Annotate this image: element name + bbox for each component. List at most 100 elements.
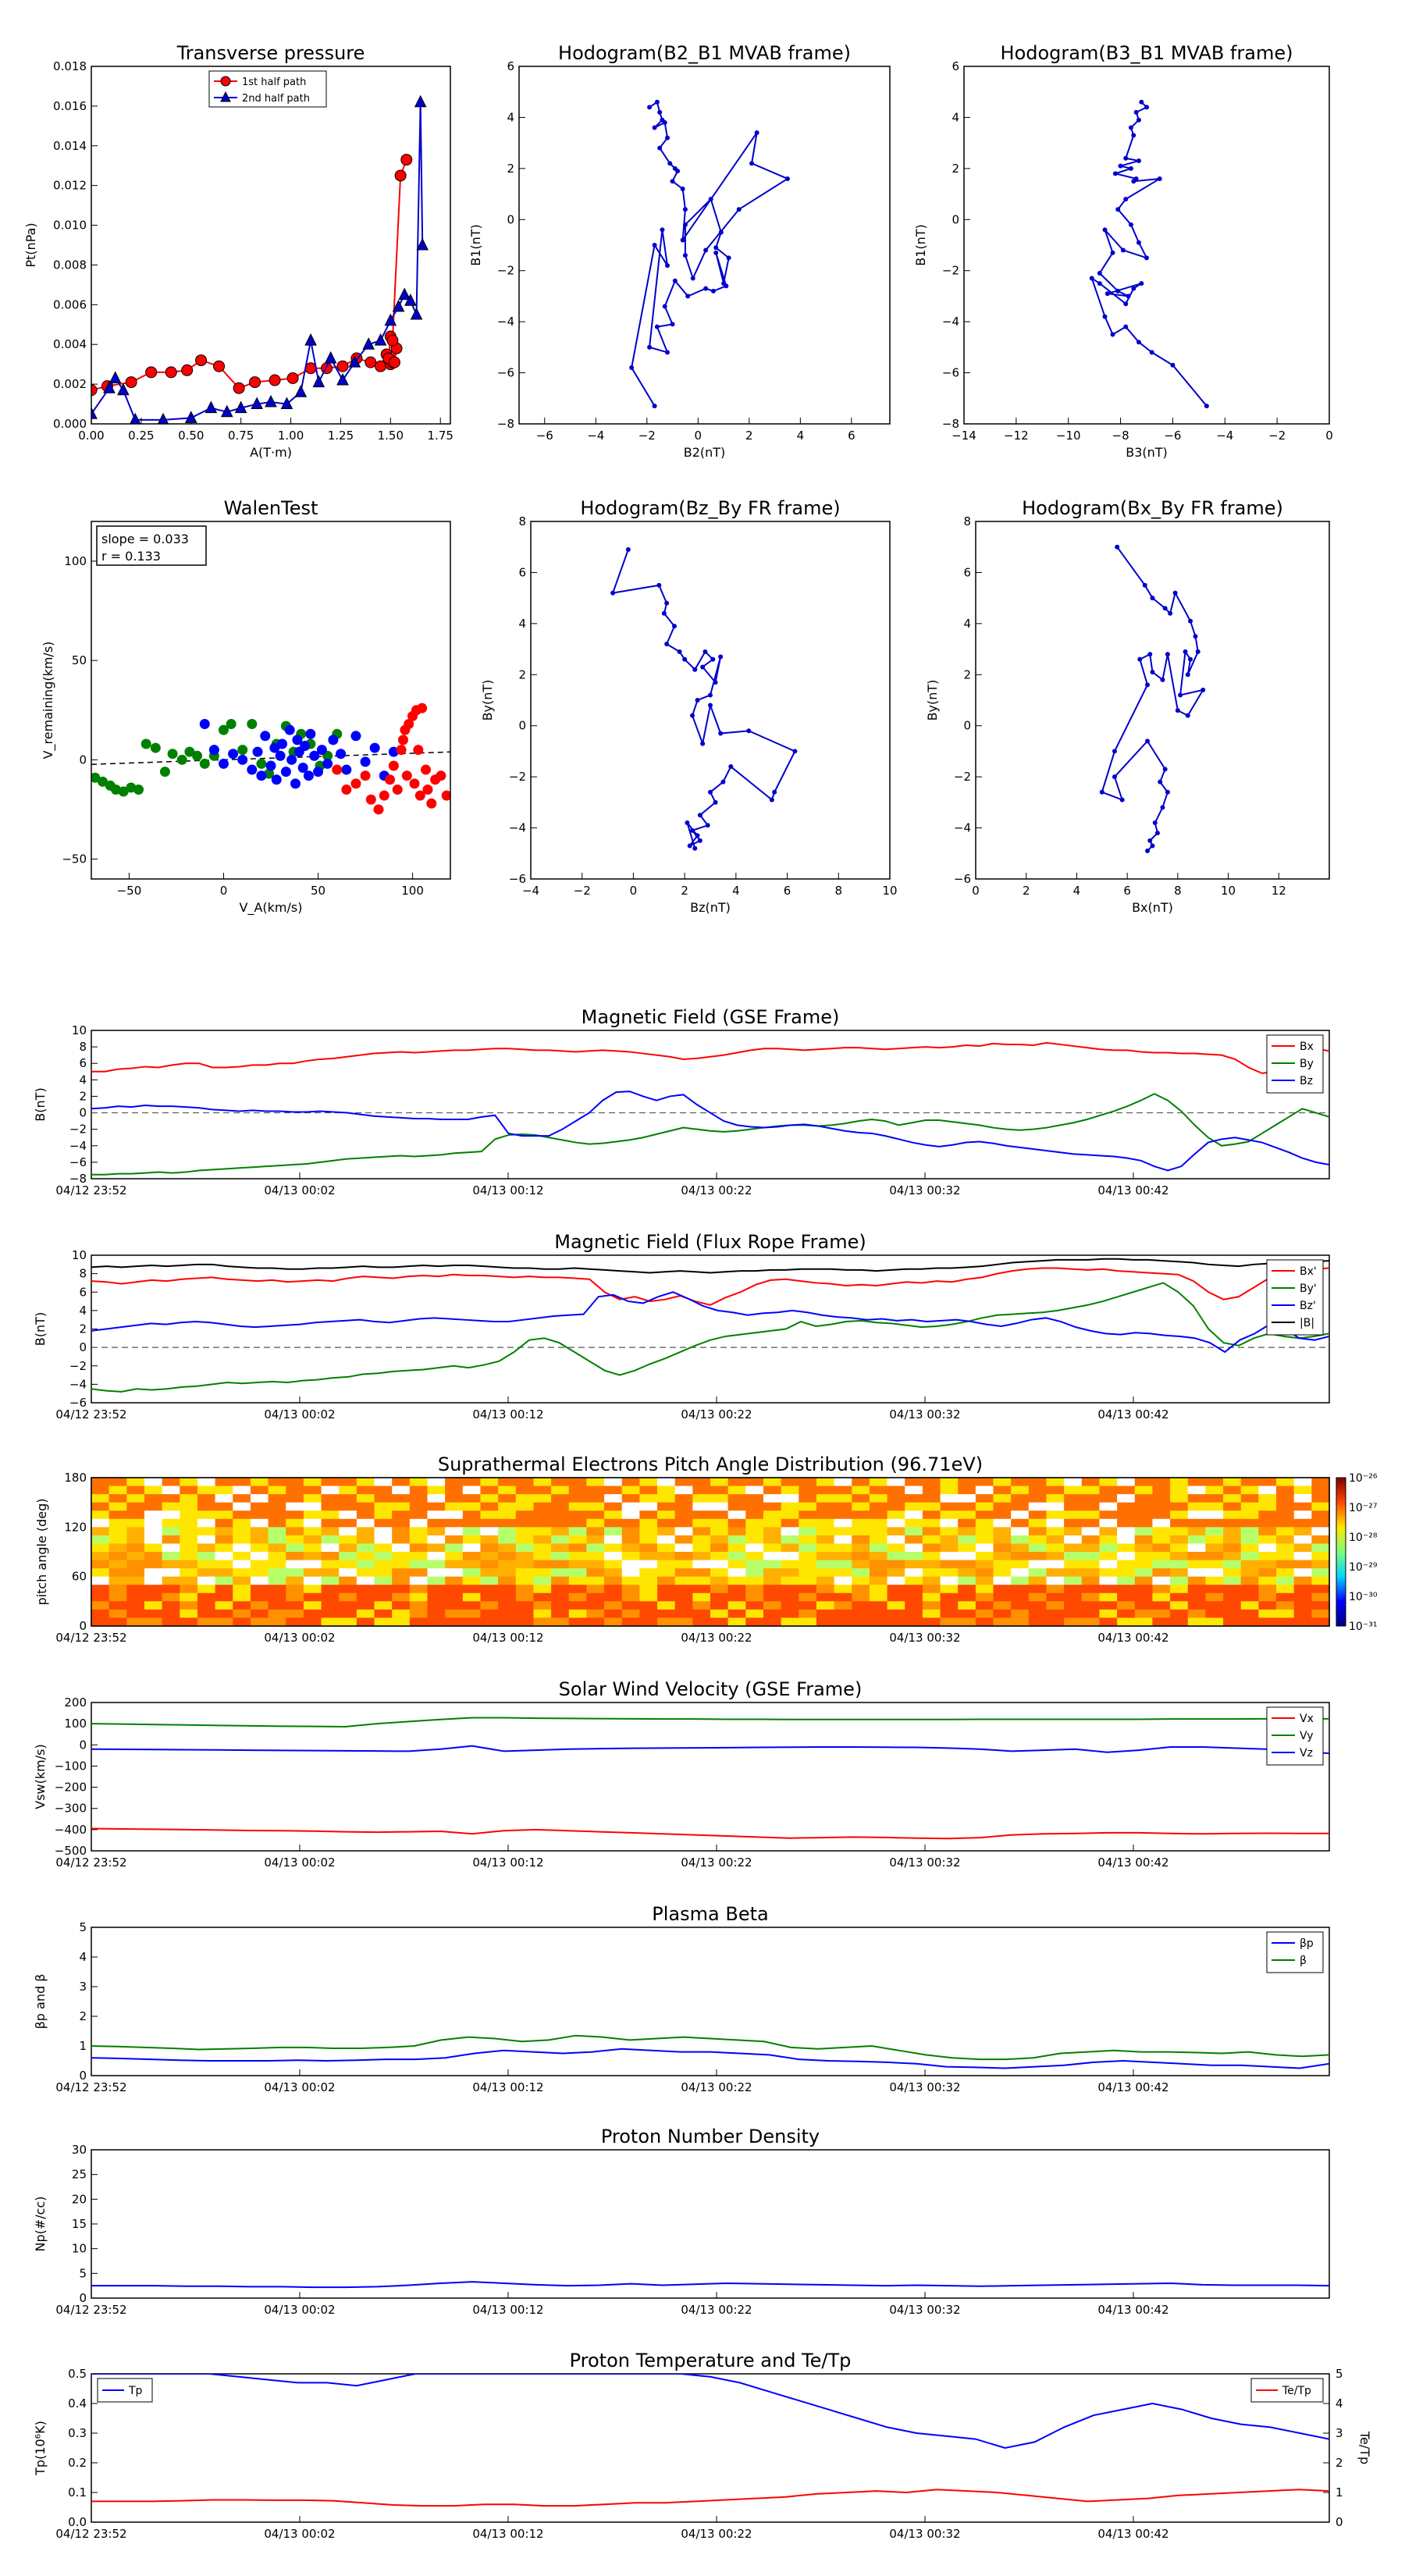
heatmap-cell (1205, 1527, 1224, 1536)
heatmap-cell (108, 1535, 127, 1544)
data-point (398, 287, 411, 301)
x-tick-label: 6 (848, 429, 855, 443)
scatter-point (167, 749, 178, 760)
heatmap-cell (1028, 1560, 1047, 1569)
heatmap-cell (1187, 1592, 1206, 1602)
heatmap-cell (763, 1609, 782, 1618)
heatmap-cell (162, 1601, 180, 1610)
data-point (1110, 250, 1115, 255)
heatmap-cell (1240, 1601, 1259, 1610)
heatmap-cell (162, 1592, 180, 1602)
heatmap-cell (1046, 1478, 1065, 1487)
data-point (685, 820, 690, 826)
data-point (682, 253, 688, 258)
y-tick-label: 2 (79, 1089, 87, 1103)
heatmap-cell (374, 1568, 393, 1578)
data-point (265, 394, 277, 407)
data-point (91, 384, 98, 397)
data-point (1131, 179, 1136, 184)
heatmap-cell (144, 1576, 163, 1585)
heatmap-cell (427, 1527, 446, 1536)
heatmap-cell (162, 1485, 180, 1495)
heatmap-cell (215, 1535, 233, 1544)
heatmap-cell (374, 1543, 393, 1553)
heatmap-cell (144, 1518, 163, 1528)
data-point (205, 400, 218, 414)
heatmap-cell (1170, 1617, 1189, 1627)
heatmap-cell (1046, 1543, 1065, 1553)
data-point (690, 713, 695, 718)
heatmap-cell (1099, 1576, 1118, 1585)
heatmap-cell (321, 1552, 340, 1561)
heatmap-cell (1205, 1502, 1224, 1511)
data-point (304, 333, 317, 346)
x-tick-label: 4 (732, 884, 740, 898)
y-tick-label: 20 (72, 2192, 87, 2206)
series-line (91, 2048, 1329, 2069)
heatmap-cell (869, 1552, 888, 1561)
heatmap-cell (586, 1585, 605, 1594)
heatmap-cell (409, 1518, 428, 1528)
x-tick-label: −8 (1112, 429, 1129, 443)
heatmap-cell (568, 1568, 587, 1578)
heatmap-cell (215, 1518, 233, 1528)
y-tick-label: 0.2 (68, 2456, 87, 2470)
heatmap-cell (887, 1560, 905, 1569)
data-point (726, 255, 731, 261)
heatmap-cell (108, 1485, 127, 1495)
heatmap-cell (1064, 1568, 1083, 1578)
heatmap-cell (1187, 1568, 1206, 1578)
data-point (657, 109, 663, 115)
data-point (1110, 332, 1115, 337)
heatmap-cell (1099, 1568, 1118, 1578)
y-axis-label: Vsw(km/s) (33, 1744, 48, 1809)
heatmap-cell (1117, 1478, 1136, 1487)
scatter-point (133, 785, 144, 795)
heatmap-cell (1170, 1510, 1189, 1520)
data-point (1112, 774, 1117, 780)
fit-line (91, 751, 450, 765)
x-tick-label: 0 (695, 429, 702, 443)
heatmap-cell (852, 1502, 870, 1511)
heatmap-cell (445, 1585, 464, 1594)
heatmap-cell (303, 1535, 322, 1544)
heatmap-cell (197, 1527, 216, 1536)
series-line (91, 1745, 1329, 1755)
chart-title: Hodogram(Bx_By FR frame) (1022, 497, 1283, 519)
heatmap-cell (869, 1485, 888, 1495)
heatmap-cell (1240, 1609, 1259, 1618)
heatmap-cell (993, 1617, 1012, 1627)
heatmap-cell (1258, 1510, 1277, 1520)
y-tick-label: 2 (79, 1322, 87, 1336)
heatmap-cell (303, 1502, 322, 1511)
heatmap-cell (975, 1585, 994, 1594)
scatter-point (218, 758, 229, 769)
data-point (784, 176, 790, 181)
heatmap-cell (1311, 1494, 1330, 1503)
heatmap-cell (515, 1576, 534, 1585)
heatmap-cell (727, 1485, 746, 1495)
heatmap-cell (356, 1478, 375, 1487)
y-tick-label: 4 (79, 1073, 87, 1087)
heatmap-cell (745, 1592, 764, 1602)
heatmap-cell (1258, 1592, 1277, 1602)
heatmap-cell (1152, 1585, 1171, 1594)
y-tick-label: 0 (951, 212, 959, 226)
heatmap-cell (586, 1535, 605, 1544)
heatmap-cell (1011, 1601, 1030, 1610)
heatmap-cell (1240, 1527, 1259, 1536)
heatmap-cell (604, 1560, 623, 1569)
heatmap-cell (1170, 1485, 1189, 1495)
heatmap-cell (922, 1478, 941, 1487)
heatmap-cell (692, 1502, 711, 1511)
plot-area (91, 2374, 1329, 2507)
heatmap-cell (356, 1560, 375, 1569)
heatmap-cell (710, 1560, 729, 1569)
heatmap-cell (852, 1568, 870, 1578)
y-axis-label: βp and β (33, 1974, 48, 2030)
scatter-point (369, 742, 380, 753)
heatmap-cell (1187, 1617, 1206, 1627)
heatmap-cell (922, 1485, 941, 1495)
heatmap-cell (727, 1510, 746, 1520)
heatmap-cell (1205, 1592, 1224, 1602)
